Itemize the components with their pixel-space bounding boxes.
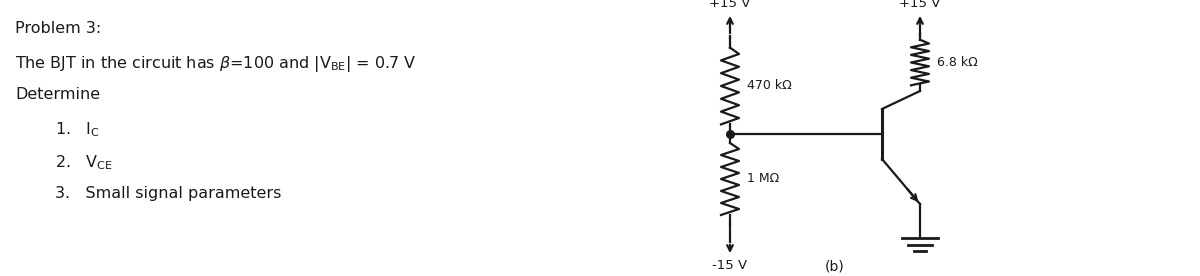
Text: Determine: Determine bbox=[14, 87, 100, 102]
Text: 1.   I$_{\mathrm{C}}$: 1. I$_{\mathrm{C}}$ bbox=[55, 120, 100, 139]
Text: The BJT in the circuit has $\beta$=100 and |V$_{\mathrm{BE}}$| = 0.7 V: The BJT in the circuit has $\beta$=100 a… bbox=[14, 54, 416, 74]
Text: +15 V: +15 V bbox=[899, 0, 941, 10]
Text: 3.   Small signal parameters: 3. Small signal parameters bbox=[55, 186, 281, 201]
Text: 2.   V$_{\mathrm{CE}}$: 2. V$_{\mathrm{CE}}$ bbox=[55, 153, 113, 172]
Text: 470 kΩ: 470 kΩ bbox=[746, 79, 792, 92]
Text: -15 V: -15 V bbox=[713, 259, 748, 272]
Text: +15 V: +15 V bbox=[709, 0, 751, 10]
Text: 6.8 kΩ: 6.8 kΩ bbox=[937, 56, 978, 69]
Text: 1 MΩ: 1 MΩ bbox=[746, 172, 779, 185]
Text: Problem 3:: Problem 3: bbox=[14, 21, 101, 36]
Text: (b): (b) bbox=[826, 259, 845, 273]
